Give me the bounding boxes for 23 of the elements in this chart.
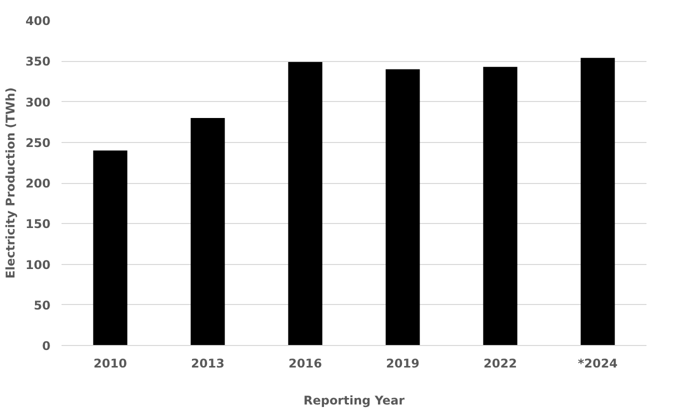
x-tick-label: *2024 — [578, 356, 618, 370]
bar — [190, 118, 225, 346]
y-axis-title: Electricity Production (TWh) — [3, 87, 18, 279]
y-tick-label: 50 — [34, 298, 51, 312]
y-tick-label: 100 — [25, 258, 51, 272]
y-tick-label: 300 — [25, 95, 51, 110]
y-tick-label: 150 — [25, 217, 51, 232]
bar — [580, 58, 615, 346]
x-axis-title: Reporting Year — [303, 394, 405, 408]
x-tick-label: 2022 — [484, 356, 517, 370]
x-tick-label: 2010 — [94, 356, 127, 370]
y-tick-label: 400 — [25, 14, 51, 28]
bar — [93, 150, 128, 346]
x-tick-label: 2013 — [191, 356, 224, 370]
y-tick-label: 350 — [25, 54, 51, 69]
x-tick-label: 2016 — [288, 356, 322, 370]
y-tick-label: 200 — [25, 176, 51, 190]
bar — [483, 66, 518, 346]
bar — [386, 69, 420, 346]
bar — [288, 62, 322, 346]
y-tick-label: 0 — [42, 339, 51, 353]
y-tick-label: 250 — [25, 136, 51, 150]
x-tick-label: 2019 — [386, 356, 420, 370]
